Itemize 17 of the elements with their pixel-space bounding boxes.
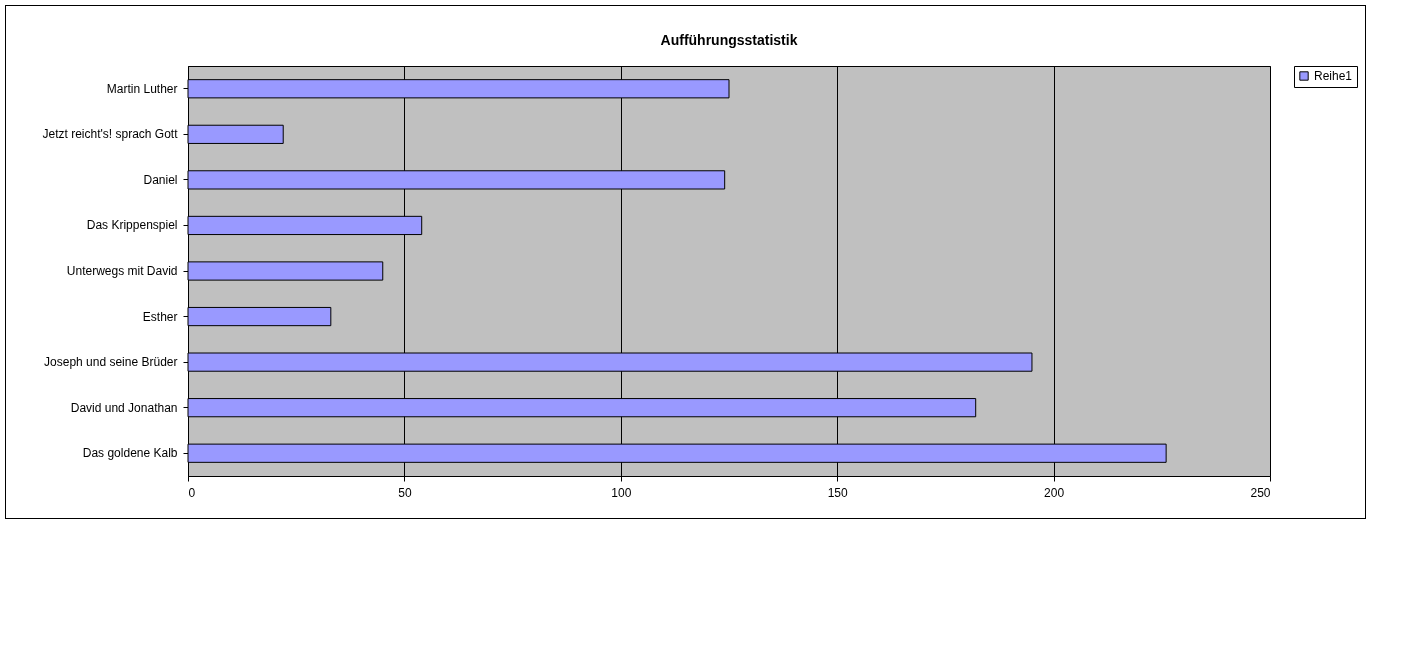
x-tick-label: 50 — [398, 485, 412, 500]
x-tick-label: 250 — [1250, 485, 1271, 500]
y-tick-label: Joseph und seine Brüder — [44, 355, 178, 370]
y-tick-label: David und Jonathan — [70, 400, 178, 415]
x-tick-label: 0 — [188, 485, 196, 500]
x-tick-label: 150 — [827, 485, 849, 500]
legend-label: Reihe1 — [1314, 69, 1353, 83]
y-tick-label: Das goldene Kalb — [82, 446, 178, 461]
y-tick-label: Jetzt reicht's! sprach Gott — [42, 127, 179, 142]
chart-title: Aufführungsstatistik — [660, 31, 798, 48]
x-tick-label: 200 — [1044, 485, 1065, 500]
y-tick-label: Unterwegs mit David — [66, 264, 178, 278]
y-tick-label: Das Krippenspiel — [86, 218, 178, 233]
y-tick-label: Daniel — [143, 172, 178, 187]
x-tick-label: 100 — [611, 485, 632, 500]
y-tick-label: Esther — [142, 309, 178, 324]
y-tick-label: Martin Luther — [106, 81, 178, 96]
